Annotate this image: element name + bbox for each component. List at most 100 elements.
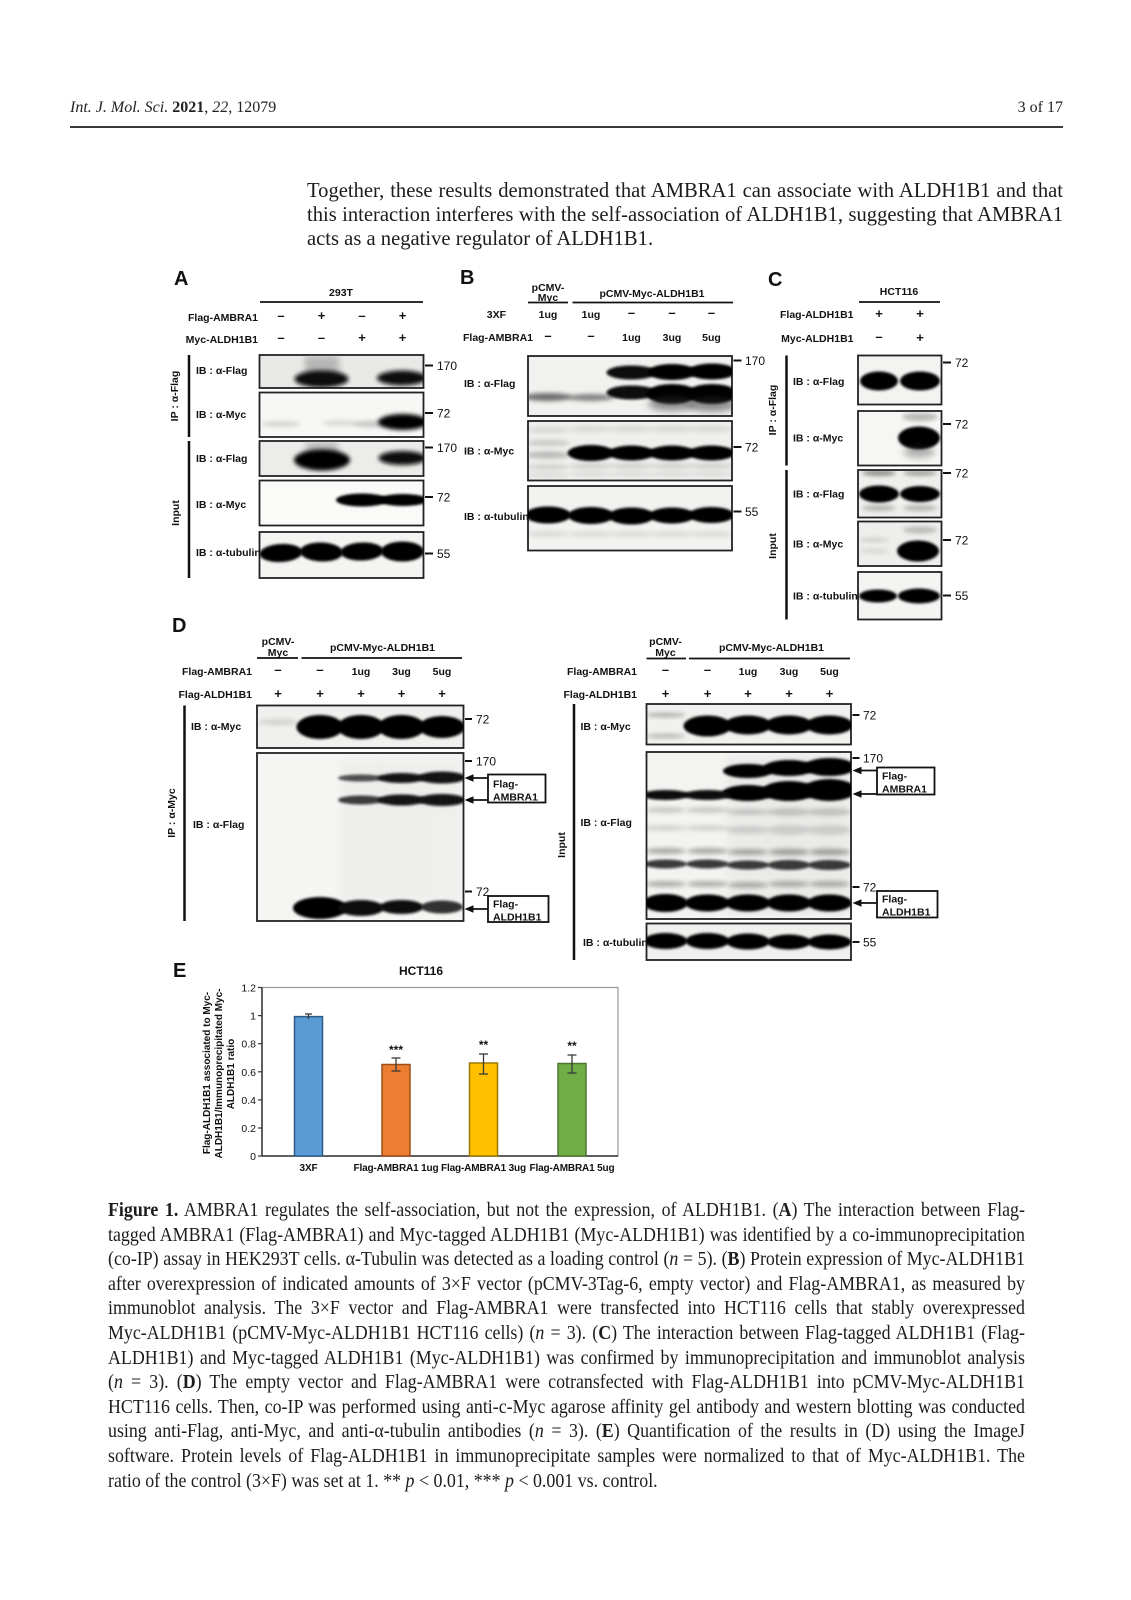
svg-text:+: + bbox=[662, 686, 670, 701]
svg-text:–: – bbox=[277, 308, 284, 323]
svg-text:5ug: 5ug bbox=[433, 666, 452, 678]
svg-text:+: + bbox=[785, 686, 793, 701]
svg-text:+: + bbox=[399, 330, 407, 345]
svg-text:IB : α-Myc: IB : α-Myc bbox=[581, 721, 631, 733]
svg-text:–: – bbox=[358, 308, 365, 323]
svg-text:+: + bbox=[826, 686, 834, 701]
svg-text:Flag-AMBRA1: Flag-AMBRA1 bbox=[567, 666, 637, 678]
svg-text:IB : α-tubulin: IB : α-tubulin bbox=[793, 591, 858, 603]
svg-text:72: 72 bbox=[955, 534, 969, 548]
svg-text:+: + bbox=[744, 686, 752, 701]
svg-text:Flag-AMBRA1: Flag-AMBRA1 bbox=[463, 332, 533, 344]
svg-text:Flag-ALDH1B1: Flag-ALDH1B1 bbox=[563, 689, 637, 701]
svg-text:IB : α-Myc: IB : α-Myc bbox=[793, 539, 843, 551]
svg-text:Flag-ALDH1B1 associated to Myc: Flag-ALDH1B1 associated to Myc- bbox=[202, 992, 213, 1154]
svg-text:55: 55 bbox=[745, 505, 759, 519]
svg-text:3ug: 3ug bbox=[780, 666, 799, 678]
svg-text:170: 170 bbox=[437, 359, 457, 373]
svg-text:Flag-ALDH1B1: Flag-ALDH1B1 bbox=[178, 689, 252, 701]
svg-text:Flag-AMBRA1 1ug: Flag-AMBRA1 1ug bbox=[354, 1163, 439, 1174]
svg-text:pCMV-Myc-ALDH1B1: pCMV-Myc-ALDH1B1 bbox=[599, 288, 704, 300]
svg-text:IP : α-Flag: IP : α-Flag bbox=[169, 371, 181, 422]
svg-text:+: + bbox=[318, 308, 326, 323]
svg-text:**: ** bbox=[567, 1039, 577, 1053]
svg-text:+: + bbox=[438, 686, 446, 701]
svg-text:–: – bbox=[628, 305, 635, 320]
svg-text:5ug: 5ug bbox=[820, 666, 839, 678]
svg-text:3XF: 3XF bbox=[487, 309, 507, 321]
svg-text:–: – bbox=[875, 329, 882, 344]
svg-text:Flag-AMBRA1: Flag-AMBRA1 bbox=[188, 312, 258, 324]
svg-text:IB : α-Myc: IB : α-Myc bbox=[464, 446, 514, 458]
svg-text:pCMV-Myc-ALDH1B1: pCMV-Myc-ALDH1B1 bbox=[330, 642, 435, 654]
svg-text:IB : α-Myc: IB : α-Myc bbox=[196, 499, 246, 511]
svg-text:ALDH1B1: ALDH1B1 bbox=[882, 907, 931, 919]
svg-text:Flag-AMBRA1 5ug: Flag-AMBRA1 5ug bbox=[530, 1163, 615, 1174]
svg-text:0.8: 0.8 bbox=[241, 1039, 256, 1051]
svg-text:72: 72 bbox=[955, 356, 969, 370]
svg-text:ALDH1B1/Immunoprecipitated Myc: ALDH1B1/Immunoprecipitated Myc- bbox=[214, 988, 225, 1158]
svg-text:55: 55 bbox=[863, 936, 877, 950]
svg-text:Flag-AMBRA1 3ug: Flag-AMBRA1 3ug bbox=[441, 1163, 526, 1174]
svg-text:IB : α-tubulin: IB : α-tubulin bbox=[196, 547, 261, 559]
svg-text:–: – bbox=[318, 330, 325, 345]
svg-text:IB : α-Flag: IB : α-Flag bbox=[581, 817, 632, 829]
svg-text:72: 72 bbox=[437, 407, 451, 421]
svg-text:1ug: 1ug bbox=[539, 309, 558, 321]
svg-text:–: – bbox=[274, 662, 281, 677]
svg-text:+: + bbox=[916, 306, 924, 321]
svg-text:72: 72 bbox=[745, 441, 759, 455]
svg-text:E: E bbox=[173, 960, 186, 982]
svg-text:170: 170 bbox=[437, 441, 457, 455]
svg-text:72: 72 bbox=[476, 885, 490, 899]
svg-text:293T: 293T bbox=[329, 287, 354, 299]
svg-text:Flag-ALDH1B1: Flag-ALDH1B1 bbox=[780, 309, 854, 321]
svg-text:IP : α-Myc: IP : α-Myc bbox=[166, 788, 178, 838]
svg-text:1ug: 1ug bbox=[352, 666, 371, 678]
svg-text:***: *** bbox=[389, 1043, 403, 1057]
svg-text:IB : α-Flag: IB : α-Flag bbox=[464, 378, 515, 390]
svg-text:IB : α-Flag: IB : α-Flag bbox=[793, 376, 844, 388]
svg-text:0.4: 0.4 bbox=[241, 1095, 256, 1107]
svg-text:–: – bbox=[587, 328, 594, 343]
svg-text:72: 72 bbox=[863, 709, 877, 723]
svg-text:72: 72 bbox=[955, 467, 969, 481]
svg-text:–: – bbox=[662, 662, 669, 677]
svg-text:55: 55 bbox=[437, 547, 451, 561]
svg-text:AMBRA1: AMBRA1 bbox=[882, 784, 927, 796]
svg-text:1.2: 1.2 bbox=[241, 983, 256, 995]
svg-text:Flag-: Flag- bbox=[493, 779, 519, 791]
svg-text:IB : α-Flag: IB : α-Flag bbox=[196, 365, 247, 377]
svg-text:72: 72 bbox=[863, 881, 877, 895]
svg-text:+: + bbox=[357, 686, 365, 701]
svg-text:B: B bbox=[460, 267, 474, 289]
svg-text:0.6: 0.6 bbox=[241, 1067, 256, 1079]
svg-text:1: 1 bbox=[250, 1011, 256, 1023]
svg-text:Myc: Myc bbox=[538, 292, 559, 304]
svg-text:IB : α-tubulin: IB : α-tubulin bbox=[583, 937, 648, 949]
svg-text:Flag-: Flag- bbox=[882, 894, 908, 906]
svg-text:0.2: 0.2 bbox=[241, 1123, 256, 1135]
svg-text:Input: Input bbox=[556, 832, 568, 858]
svg-text:72: 72 bbox=[437, 491, 451, 505]
svg-text:IP : α-Flag: IP : α-Flag bbox=[767, 385, 779, 436]
svg-text:IB : α-Flag: IB : α-Flag bbox=[196, 453, 247, 465]
svg-text:–: – bbox=[277, 330, 284, 345]
svg-text:170: 170 bbox=[476, 755, 496, 769]
svg-text:+: + bbox=[316, 686, 324, 701]
svg-text:170: 170 bbox=[863, 752, 883, 766]
svg-text:ALDH1B1: ALDH1B1 bbox=[493, 912, 542, 924]
svg-text:Input: Input bbox=[767, 533, 779, 559]
svg-text:**: ** bbox=[479, 1038, 489, 1052]
svg-text:IB : α-Flag: IB : α-Flag bbox=[793, 489, 844, 501]
svg-text:72: 72 bbox=[955, 418, 969, 432]
svg-text:Flag-AMBRA1: Flag-AMBRA1 bbox=[182, 666, 252, 678]
svg-text:–: – bbox=[708, 305, 715, 320]
svg-text:+: + bbox=[399, 308, 407, 323]
svg-text:C: C bbox=[768, 269, 782, 291]
svg-text:3XF: 3XF bbox=[300, 1163, 318, 1174]
svg-text:+: + bbox=[274, 686, 282, 701]
svg-text:–: – bbox=[544, 328, 551, 343]
svg-text:pCMV-Myc-ALDH1B1: pCMV-Myc-ALDH1B1 bbox=[719, 642, 824, 654]
svg-text:Flag-: Flag- bbox=[493, 899, 519, 911]
